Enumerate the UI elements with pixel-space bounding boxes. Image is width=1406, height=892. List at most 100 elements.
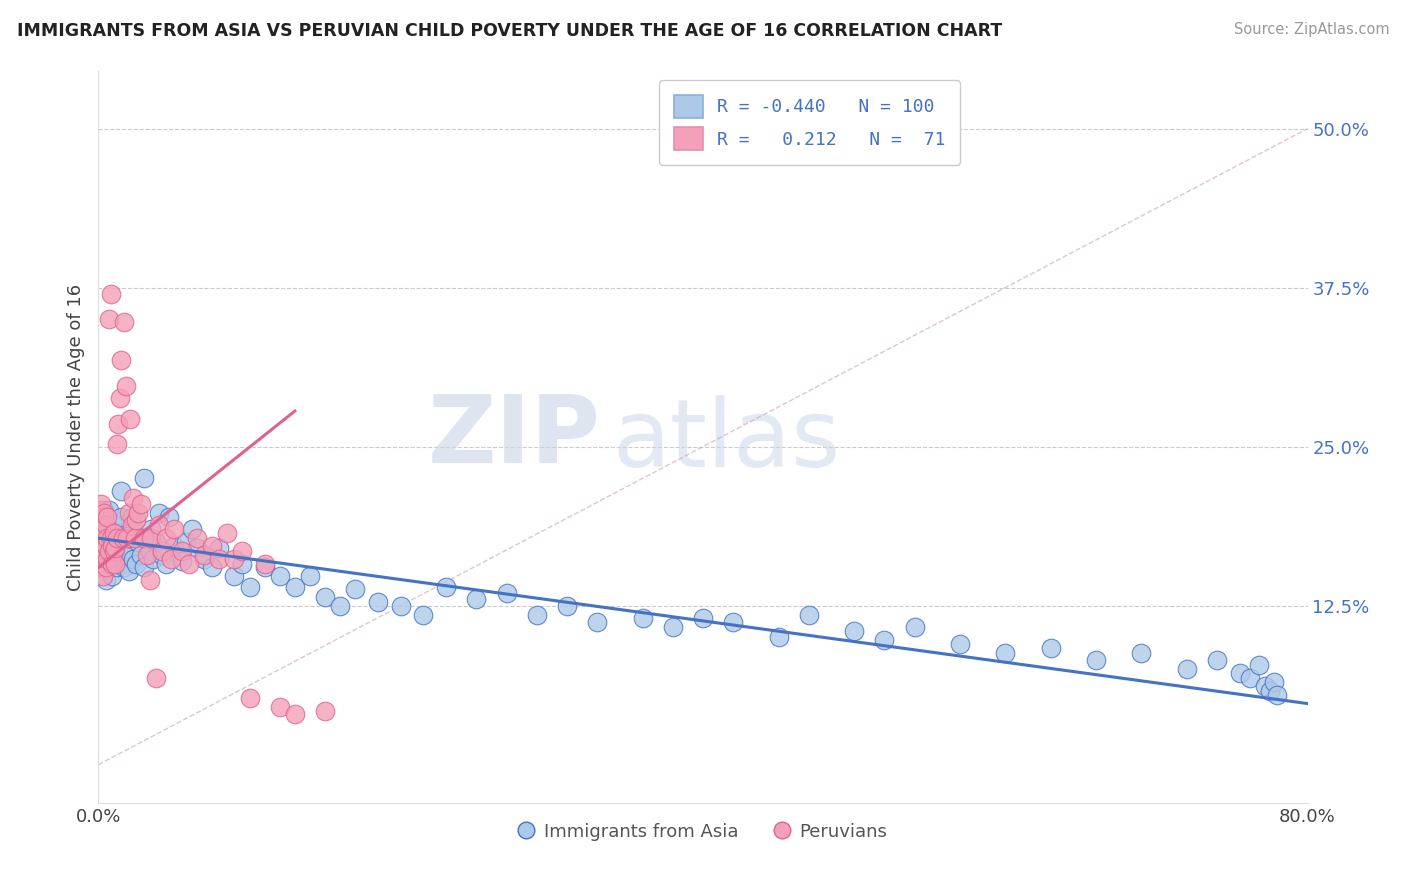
Point: [104, 544, 127, 558]
Point: [98, 312, 121, 326]
Point: [412, 607, 434, 622]
Point: [105, 437, 128, 451]
Point: [114, 544, 136, 558]
Point: [314, 590, 336, 604]
Point: [125, 557, 148, 571]
Point: [90, 518, 112, 533]
Point: [201, 560, 224, 574]
Point: [112, 560, 135, 574]
Point: [129, 497, 152, 511]
Point: [98, 503, 121, 517]
Point: [465, 592, 488, 607]
Point: [96, 531, 118, 545]
Point: [1254, 679, 1277, 693]
Point: [101, 516, 124, 530]
Text: Source: ZipAtlas.com: Source: ZipAtlas.com: [1233, 22, 1389, 37]
Point: [170, 554, 193, 568]
Point: [692, 611, 714, 625]
Point: [145, 671, 167, 685]
Point: [101, 557, 124, 571]
Point: [112, 315, 135, 329]
Point: [91, 529, 114, 543]
Point: [111, 548, 134, 562]
Point: [949, 637, 972, 651]
Point: [90, 560, 112, 574]
Point: [120, 531, 142, 545]
Point: [389, 599, 412, 613]
Point: [434, 580, 457, 594]
Point: [132, 560, 155, 574]
Point: [100, 531, 122, 545]
Point: [101, 569, 124, 583]
Point: [94, 522, 117, 536]
Point: [155, 557, 177, 571]
Point: [110, 509, 132, 524]
Point: [90, 509, 112, 524]
Point: [124, 531, 146, 545]
Point: [93, 503, 115, 517]
Point: [105, 526, 128, 541]
Point: [142, 551, 165, 566]
Point: [994, 646, 1017, 660]
Point: [1258, 684, 1281, 698]
Point: [114, 378, 136, 392]
Point: [329, 599, 352, 613]
Point: [108, 557, 131, 571]
Point: [141, 531, 163, 545]
Point: [94, 554, 117, 568]
Point: [103, 531, 125, 545]
Point: [768, 631, 790, 645]
Point: [120, 411, 142, 425]
Point: [93, 544, 115, 558]
Point: [148, 506, 170, 520]
Point: [98, 544, 121, 558]
Point: [115, 529, 138, 543]
Point: [344, 582, 367, 596]
Point: [160, 551, 183, 566]
Point: [135, 548, 157, 562]
Point: [193, 548, 215, 562]
Point: [104, 557, 127, 571]
Point: [101, 539, 124, 553]
Point: [163, 522, 186, 536]
Point: [118, 506, 141, 520]
Point: [314, 704, 336, 718]
Point: [125, 513, 148, 527]
Point: [170, 544, 193, 558]
Point: [89, 526, 111, 541]
Point: [89, 522, 111, 536]
Point: [181, 522, 204, 536]
Point: [93, 541, 115, 556]
Point: [110, 484, 132, 499]
Point: [495, 586, 517, 600]
Point: [91, 551, 114, 566]
Point: [103, 526, 125, 541]
Point: [231, 544, 253, 558]
Point: [224, 551, 246, 566]
Point: [201, 539, 224, 553]
Y-axis label: Child Poverty Under the Age of 16: Child Poverty Under the Age of 16: [66, 284, 84, 591]
Point: [100, 287, 122, 301]
Point: [797, 607, 820, 622]
Point: [141, 522, 163, 536]
Point: [526, 607, 548, 622]
Point: [723, 615, 745, 629]
Point: [90, 541, 112, 556]
Point: [91, 531, 114, 545]
Point: [299, 569, 322, 583]
Point: [96, 541, 118, 556]
Point: [1206, 653, 1229, 667]
Point: [239, 691, 262, 706]
Point: [186, 541, 208, 556]
Text: IMMIGRANTS FROM ASIA VS PERUVIAN CHILD POVERTY UNDER THE AGE OF 16 CORRELATION C: IMMIGRANTS FROM ASIA VS PERUVIAN CHILD P…: [17, 22, 1002, 40]
Point: [93, 506, 115, 520]
Point: [121, 518, 143, 533]
Point: [90, 535, 112, 549]
Point: [139, 544, 162, 558]
Point: [135, 531, 157, 545]
Point: [100, 557, 122, 571]
Point: [1267, 688, 1289, 702]
Point: [110, 353, 132, 368]
Point: [132, 471, 155, 485]
Point: [1229, 666, 1251, 681]
